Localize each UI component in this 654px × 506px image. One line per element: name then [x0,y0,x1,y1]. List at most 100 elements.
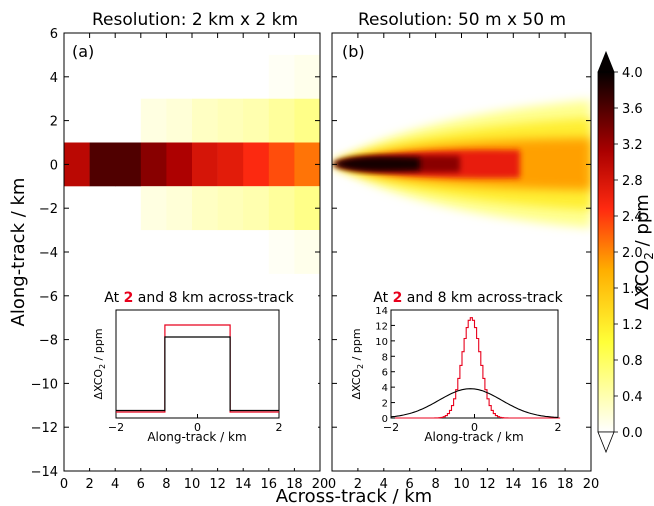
x-tick-label: 6 [406,477,414,492]
inset-b-xlabel: Along-track / km [424,430,523,444]
y-tick-label: −6 [39,290,58,305]
inset-a-x-tick-label: 0 [194,421,201,434]
y-tick-label: −10 [31,377,58,392]
panel-b-plume [333,100,591,228]
heat-cell-center [243,142,270,187]
inset-b-x-tick-label: 2 [555,421,562,434]
y-axis-label: Along-track / km [8,178,29,327]
inset-a-xlabel: Along-track / km [147,430,246,444]
inset-b-ylabel: ΔXCO2 / ppm [350,328,365,399]
heat-cell [217,186,244,231]
y-tick-label: 4 [50,71,58,86]
panel-a-tag: (a) [72,42,94,61]
heat-cell [192,98,218,143]
heat-cell-center [217,142,244,187]
inset-b: At 2 and 8 km across-track −2 0 2024681012… [342,283,586,468]
x-tick-label: 18 [286,477,303,492]
inset-b-y-tick-label: 0 [382,414,388,425]
y-tick-label: −4 [39,246,58,261]
x-tick-label: 4 [380,477,388,492]
x-tick-label: 16 [531,477,548,492]
x-tick-label: 0 [328,477,336,492]
heat-cell [140,98,167,143]
inset-b-y-tick-label: 14 [375,306,388,317]
heat-cell [268,54,295,99]
heat-cell [166,186,193,231]
heat-cell [140,186,167,231]
inset-b-y-tick-label: 6 [382,368,388,379]
inset-a-x-tick-label: 2 [276,421,283,434]
heat-cell-center [89,142,116,187]
plume-core [333,156,420,172]
x-tick-label: 10 [453,477,470,492]
colorbar-tick-label: 2.0 [622,246,643,261]
inset-a-title: At 2 and 8 km across-track [104,290,294,306]
heat-cell [166,98,193,143]
x-tick-label: 2 [354,477,362,492]
x-axis-label: Across-track / km [276,486,432,506]
inset-b-y-tick-label: 4 [382,383,388,394]
colorbar-tick-label: 0.0 [622,426,643,441]
colorbar-tick-label: 0.4 [622,390,643,405]
x-tick-label: 16 [261,477,278,492]
inset-a-ylabel: ΔXCO2 / ppm [92,328,107,399]
y-tick-label: 2 [50,115,58,130]
colorbar-tick-label: 4.0 [622,66,643,81]
inset-b-series [391,317,561,419]
x-tick-label: 4 [111,477,119,492]
colorbar-tick-label: 2.8 [622,174,643,189]
colorbar-label: ΔXCO2 / ppm [632,194,654,310]
y-tick-label: −8 [39,334,58,349]
x-tick-label: 12 [209,477,226,492]
inset-a-plot: −2 0 2 [108,324,283,434]
x-tick-label: 8 [431,477,439,492]
panel-a-heatmap [64,54,321,274]
heat-cell [243,98,270,143]
inset-b-y-tick-label: 8 [382,352,388,363]
x-tick-label: 2 [85,477,93,492]
inset-b-bg [342,283,586,468]
colorbar-tick-label: 3.6 [622,102,643,117]
y-tick-label: 0 [50,158,58,173]
x-tick-label: 6 [137,477,145,492]
colorbar-tick-label: 3.2 [622,138,643,153]
heat-cell [243,186,270,231]
heat-cell-center [268,142,295,187]
inset-b-y-tick-label: 12 [375,321,388,332]
colorbar-ticks: 4.0 3.6 3.2 2.8 2.4 2.0 1.6 1.2 0.8 0.4 0.0 [614,66,643,441]
y-tick-label: 6 [50,27,58,42]
inset-b-x-tick-label: −2 [383,421,399,434]
colorbar-gradient [597,71,615,433]
inset-a-series [116,324,279,413]
inset-a-series [116,336,279,412]
inset-a-bg [74,283,318,468]
colorbar-tick-label: 2.4 [622,210,643,225]
heat-cell-center [115,142,142,187]
inset-b-y-tick-label: 2 [382,399,388,410]
panel-b-tag: (b) [342,42,365,61]
x-tick-label: 0 [60,477,68,492]
x-tick-label: 10 [184,477,201,492]
x-tick-label: 8 [162,477,170,492]
panel-b-title: Resolution: 50 m x 50 m [358,10,566,30]
colorbar: 4.0 3.6 3.2 2.8 2.4 2.0 1.6 1.2 0.8 0.4 0.0 ΔXCO2 … [597,50,654,454]
heat-cell-center [140,142,167,187]
x-tick-label: 20 [312,477,329,492]
y-tick-label: −14 [31,465,58,480]
inset-b-x-tick-label: 0 [471,421,478,434]
inset-a-x-tick-label: −2 [108,421,124,434]
inset-a: At 2 and 8 km across-track −2 0 2 ΔXCO2 / … [74,283,318,468]
x-tick-label: 14 [505,477,522,492]
heat-cell [268,98,295,143]
heat-cell-center [166,142,193,187]
x-tick-label: 20 [583,477,600,492]
colorbar-tick-label: 0.8 [622,354,643,369]
colorbar-tick-label: 1.6 [622,282,643,297]
panel-b: (b) [331,32,592,472]
x-tick-label: 12 [479,477,496,492]
panel-a-title: Resolution: 2 km x 2 km [92,10,298,30]
x-tick-label: 18 [557,477,574,492]
inset-b-title: At 2 and 8 km across-track [373,290,563,306]
